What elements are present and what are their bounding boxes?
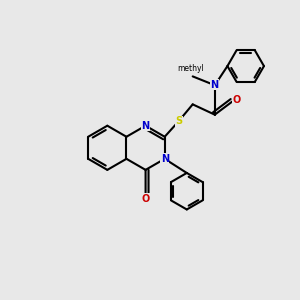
- Text: N: N: [142, 121, 150, 131]
- Text: methyl: methyl: [177, 64, 204, 73]
- Text: O: O: [233, 95, 241, 105]
- Text: O: O: [142, 194, 150, 204]
- Text: N: N: [160, 154, 169, 164]
- Text: N: N: [210, 80, 218, 90]
- Text: S: S: [175, 116, 182, 126]
